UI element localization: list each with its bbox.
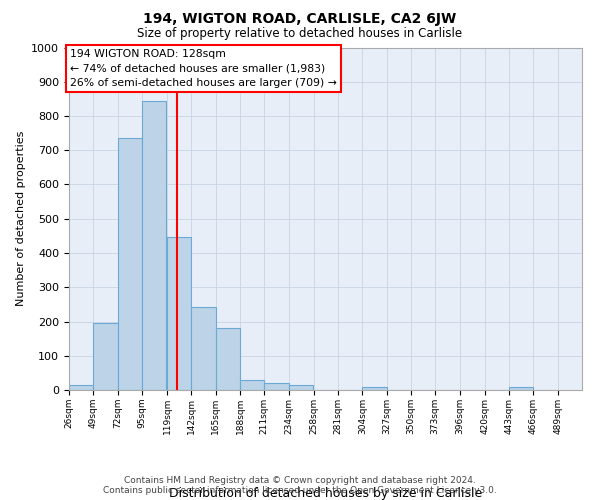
Text: Contains public sector information licensed under the Open Government Licence v3: Contains public sector information licen… (103, 486, 497, 495)
Bar (289, 385, 313, 390)
Bar (167, 237, 191, 390)
Text: Contains HM Land Registry data © Crown copyright and database right 2024.: Contains HM Land Registry data © Crown c… (124, 476, 476, 485)
Bar (216, 328, 240, 390)
Bar (142, 102, 166, 390)
X-axis label: Distribution of detached houses by size in Carlisle: Distribution of detached houses by size … (169, 487, 482, 500)
Bar (509, 388, 533, 390)
Bar (69, 385, 93, 390)
Bar (362, 388, 387, 390)
Bar (264, 383, 289, 390)
Bar (118, 138, 142, 390)
Y-axis label: Number of detached properties: Number of detached properties (16, 131, 26, 306)
Text: 194, WIGTON ROAD, CARLISLE, CA2 6JW: 194, WIGTON ROAD, CARLISLE, CA2 6JW (143, 12, 457, 26)
Bar (191, 307, 216, 390)
Bar (240, 380, 264, 390)
Text: 194 WIGTON ROAD: 128sqm
← 74% of detached houses are smaller (1,983)
26% of semi: 194 WIGTON ROAD: 128sqm ← 74% of detache… (70, 49, 337, 88)
Text: Size of property relative to detached houses in Carlisle: Size of property relative to detached ho… (137, 28, 463, 40)
Bar (93, 322, 118, 390)
